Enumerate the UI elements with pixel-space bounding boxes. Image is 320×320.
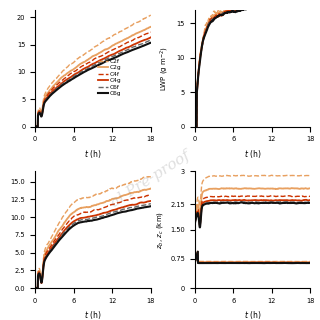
C2g (96, 52, 100, 56)
C2g (89, 55, 93, 59)
C2f (128, 25, 132, 28)
C6f (96, 61, 100, 65)
C2f (146, 14, 150, 18)
C2g (102, 48, 106, 52)
C2f (102, 39, 106, 43)
Text: al Pre-proof: al Pre-proof (108, 148, 193, 210)
Line: C2g: C2g (35, 27, 151, 127)
C4g (102, 57, 106, 60)
C4f (102, 52, 106, 56)
C4g (128, 44, 132, 48)
Legend: C2f, C2g, C4f, C4g, C6f, C6g: C2f, C2g, C4f, C4g, C6f, C6g (96, 56, 123, 99)
C2g (88, 56, 92, 60)
C4f (146, 31, 150, 35)
C6f (33, 124, 37, 128)
C4g (33, 124, 37, 128)
C6g (89, 67, 93, 70)
Y-axis label: LWP (g m$^{-2}$): LWP (g m$^{-2}$) (159, 45, 171, 91)
C6g (149, 41, 153, 45)
C4g (96, 60, 100, 64)
C2f (149, 13, 153, 17)
C6g (96, 63, 100, 67)
C2g (36, 125, 40, 129)
X-axis label: $t$ (h): $t$ (h) (244, 309, 261, 320)
C2g (146, 26, 150, 30)
C4f (96, 55, 100, 59)
C4f (33, 124, 37, 128)
C4f (149, 30, 153, 34)
C4g (146, 37, 150, 41)
C2g (33, 124, 37, 128)
X-axis label: $t$ (h): $t$ (h) (84, 148, 102, 160)
C6g (33, 124, 37, 128)
C2f (149, 13, 153, 17)
X-axis label: $t$ (h): $t$ (h) (244, 148, 261, 160)
Y-axis label: $z_b$, $z_c$ (km): $z_b$, $z_c$ (km) (155, 211, 164, 249)
C6f (146, 39, 150, 43)
C4f (89, 59, 93, 63)
C6f (128, 46, 132, 50)
C6f (35, 125, 39, 129)
C2g (128, 35, 132, 39)
Line: C6f: C6f (35, 40, 151, 127)
C4g (149, 36, 153, 39)
Line: C4f: C4f (35, 32, 151, 126)
C6f (149, 38, 153, 42)
C6f (102, 58, 106, 62)
C4g (89, 63, 93, 67)
C6f (89, 65, 93, 69)
C4g (88, 63, 92, 67)
Line: C6g: C6g (35, 43, 151, 127)
Line: C2f: C2f (35, 15, 151, 127)
C6g (128, 49, 132, 53)
C2g (149, 25, 153, 29)
C6g (102, 60, 106, 64)
C2f (88, 49, 92, 52)
C6g (88, 67, 92, 71)
C2f (33, 124, 37, 128)
C4f (128, 40, 132, 44)
C6f (88, 65, 92, 69)
C2f (36, 125, 40, 129)
C2f (96, 43, 100, 47)
C6g (146, 42, 150, 46)
C6g (36, 125, 39, 129)
C4f (36, 124, 40, 128)
Line: C4g: C4g (35, 37, 151, 126)
C2f (89, 48, 93, 52)
C4f (88, 60, 92, 64)
X-axis label: $t$ (h): $t$ (h) (84, 309, 102, 320)
